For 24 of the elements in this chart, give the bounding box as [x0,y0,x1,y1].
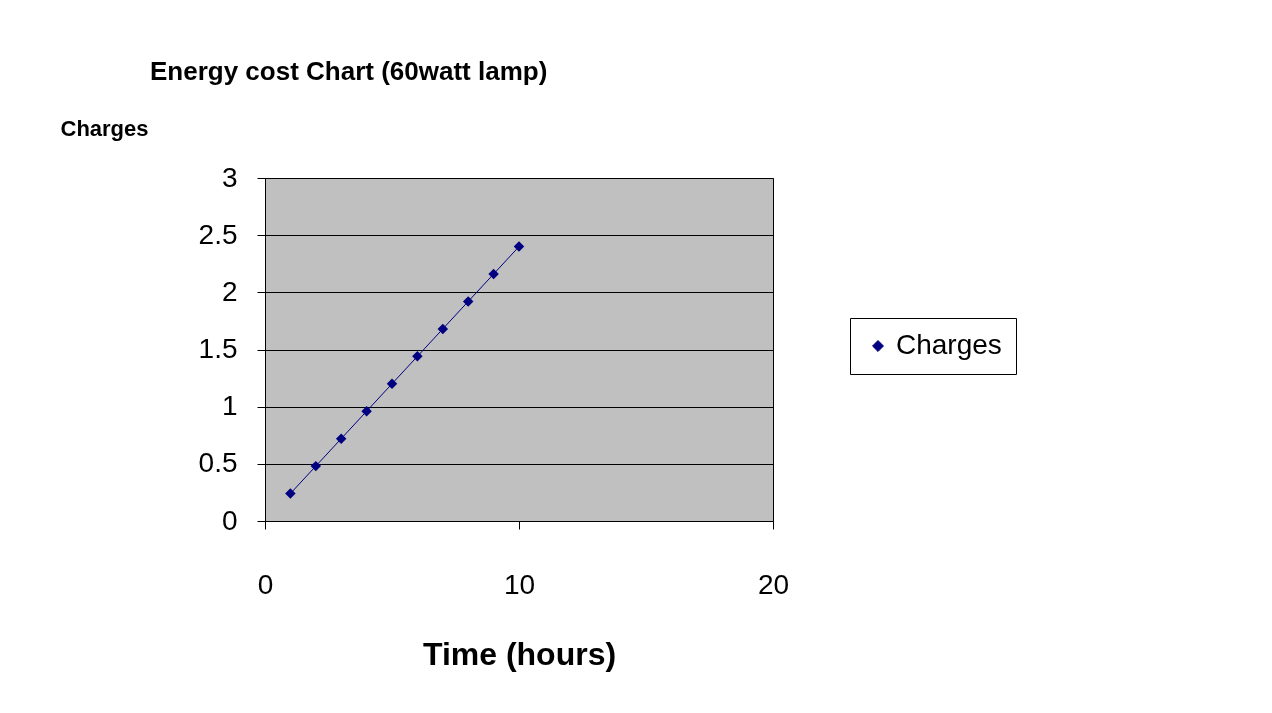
point [285,488,296,499]
point [335,433,347,444]
y-tick-label: 1 [221,390,238,422]
x-tick-label: 0 [257,568,274,600]
y-tick-label: 3 [221,161,238,193]
y-axis-title: Charges [60,115,149,141]
y-tick-label: 2 [221,275,238,307]
point [462,296,474,307]
point [437,323,449,335]
y-tick-label: 2.5 [198,218,238,250]
x-axis-title: Time (hours) [422,635,617,672]
point [412,351,423,362]
point [386,378,398,390]
point [513,241,525,252]
point [361,406,372,417]
point [310,460,322,472]
point [488,268,499,280]
y-tick-label: 0.5 [198,447,238,479]
legend-label: Charges [896,329,1002,360]
y-tick-label: 1.5 [198,333,238,364]
chart-title: Energy cost Chart (60watt lamp) [150,56,548,86]
y-tick-label: 0 [221,504,238,536]
x-tick-label: 20 [757,568,790,600]
x-tick-label: 10 [503,568,536,600]
